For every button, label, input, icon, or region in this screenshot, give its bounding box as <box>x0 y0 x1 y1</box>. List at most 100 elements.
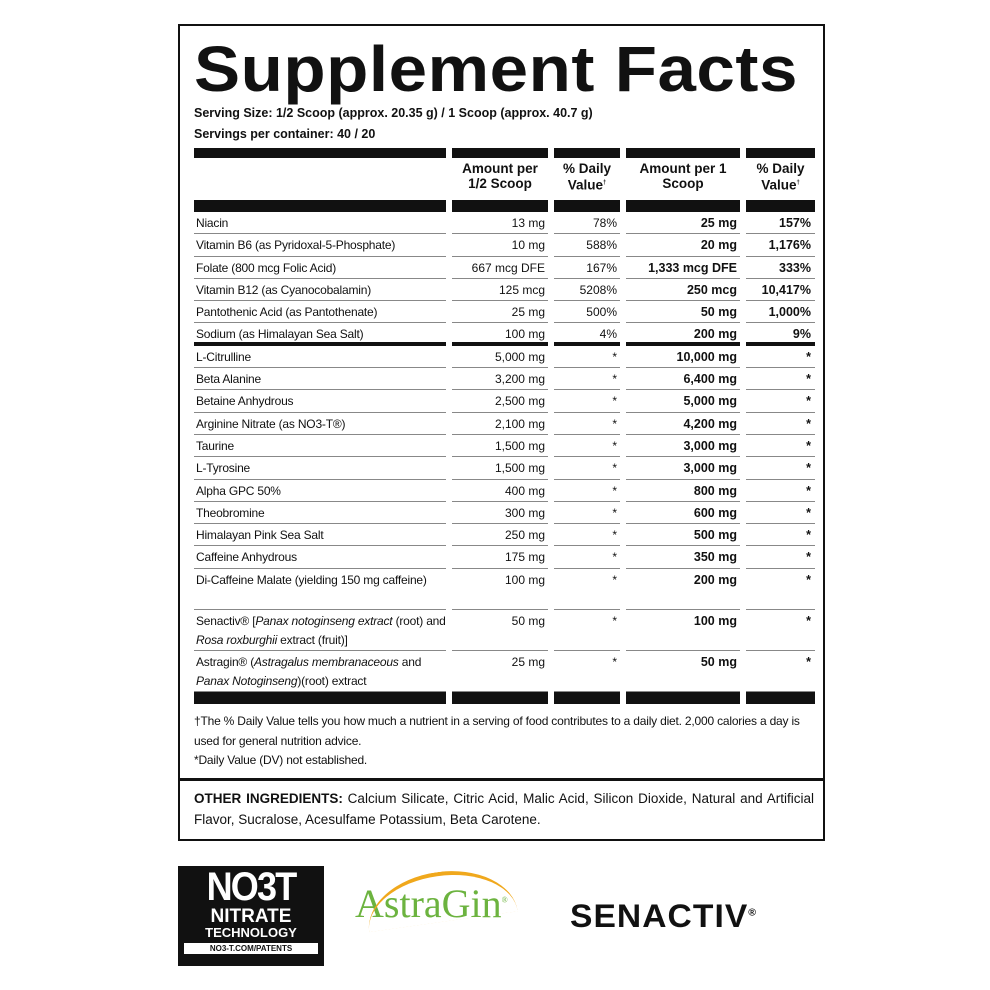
dv-full: * <box>746 546 815 569</box>
dv-full: 1,000% <box>746 301 815 324</box>
dv-full: * <box>746 368 815 391</box>
nutrient-name: Sodium (as Himalayan Sea Salt) <box>194 323 446 346</box>
table-row: Theobromine 300 mg * 600 mg * <box>194 502 815 525</box>
amount-half: 3,200 mg <box>452 368 548 391</box>
footnote-dv: †The % Daily Value tells you how much a … <box>194 714 800 748</box>
dv-full: 333% <box>746 257 815 279</box>
nutrient-name: Alpha GPC 50% <box>194 480 446 502</box>
nutrient-name: Caffeine Anhydrous <box>194 546 446 569</box>
table-header: Amount per 1/2 Scoop % Daily Value† Amou… <box>194 158 811 200</box>
amount-full: 6,400 mg <box>626 368 740 391</box>
amount-full: 3,000 mg <box>626 457 740 480</box>
nutrient-name: Taurine <box>194 435 446 458</box>
nutrient-name: Folate (800 mcg Folic Acid) <box>194 257 446 279</box>
nutrient-name: Betaine Anhydrous <box>194 390 446 413</box>
panel-title: Supplement Facts <box>194 33 798 105</box>
dv-half: 167% <box>554 257 620 279</box>
table-row: L-Citrulline 5,000 mg * 10,000 mg * <box>194 346 815 369</box>
header-dv-half: % Daily Value† <box>562 161 612 193</box>
table-row: Betaine Anhydrous 2,500 mg * 5,000 mg * <box>194 390 815 413</box>
serving-size: Serving Size: 1/2 Scoop (approx. 20.35 g… <box>194 106 593 120</box>
dv-half: * <box>554 569 620 610</box>
amount-half: 175 mg <box>452 546 548 569</box>
amount-half: 5,000 mg <box>452 346 548 369</box>
dv-half: * <box>554 390 620 413</box>
amount-full: 10,000 mg <box>626 346 740 369</box>
amount-full: 25 mg <box>626 212 740 235</box>
dv-half: 4% <box>554 323 620 346</box>
table-row: Caffeine Anhydrous 175 mg * 350 mg * <box>194 546 815 569</box>
nutrient-name: Niacin <box>194 212 446 235</box>
dv-full: 1,176% <box>746 234 815 257</box>
dv-half: * <box>554 651 620 692</box>
amount-half: 400 mg <box>452 480 548 502</box>
dv-half: * <box>554 346 620 369</box>
table-row: Alpha GPC 50% 400 mg * 800 mg * <box>194 480 815 502</box>
dv-half: * <box>554 457 620 480</box>
divider <box>180 778 823 781</box>
senactiv-logo: SENACTIV® <box>570 898 758 934</box>
dv-half: 78% <box>554 212 620 235</box>
astragin-logo: AstraGin® <box>355 861 518 933</box>
footnotes: †The % Daily Value tells you how much a … <box>194 712 814 771</box>
amount-full: 600 mg <box>626 502 740 525</box>
amount-full: 250 mcg <box>626 279 740 302</box>
table-row: Pantothenic Acid (as Pantothenate) 25 mg 5… <box>194 301 815 324</box>
nutrient-name: Beta Alanine <box>194 368 446 391</box>
nutrient-name: Arginine Nitrate (as NO3-T®) <box>194 413 446 435</box>
dv-full: * <box>746 569 815 610</box>
nutrient-name: Himalayan Pink Sea Salt <box>194 524 446 547</box>
amount-full: 800 mg <box>626 480 740 502</box>
table-row: Senactiv® [Panax notoginseng extract (ro… <box>194 610 815 651</box>
dv-full: * <box>746 457 815 480</box>
table-row: Vitamin B12 (as Cyanocobalamin) 125 mcg 52… <box>194 279 815 302</box>
amount-half: 2,500 mg <box>452 390 548 413</box>
nutrient-name: L-Tyrosine <box>194 457 446 480</box>
nutrient-name: Di-Caffeine Malate (yielding 150 mg caff… <box>194 569 446 610</box>
nutrient-name: Vitamin B12 (as Cyanocobalamin) <box>194 279 446 302</box>
dv-full: 157% <box>746 212 815 235</box>
divider-bar <box>194 691 815 704</box>
dv-full: * <box>746 346 815 369</box>
header-amount-full: Amount per 1 Scoop <box>639 161 727 191</box>
amount-half: 300 mg <box>452 502 548 525</box>
amount-half: 25 mg <box>452 651 548 692</box>
table-row: L-Tyrosine 1,500 mg * 3,000 mg * <box>194 457 815 480</box>
nutrient-name: Theobromine <box>194 502 446 525</box>
no3t-logo: NO3T NITRATE TECHNOLOGY NO3-T.COM/PATENT… <box>178 866 324 966</box>
dv-half: * <box>554 610 620 651</box>
nutrient-name: Vitamin B6 (as Pyridoxal-5-Phosphate) <box>194 234 446 257</box>
dv-full: * <box>746 524 815 547</box>
table-row: Niacin 13 mg 78% 25 mg 157% <box>194 212 815 235</box>
table-row: Himalayan Pink Sea Salt 250 mg * 500 mg * <box>194 524 815 547</box>
other-ingredients: OTHER INGREDIENTS: Calcium Silicate, Cit… <box>194 791 814 827</box>
amount-full: 1,333 mcg DFE <box>626 257 740 279</box>
table-row: Di-Caffeine Malate (yielding 150 mg caff… <box>194 569 815 610</box>
amount-half: 2,100 mg <box>452 413 548 435</box>
amount-half: 100 mg <box>452 569 548 610</box>
dv-full: 10,417% <box>746 279 815 302</box>
table-row: Arginine Nitrate (as NO3-T®) 2,100 mg * 4,2… <box>194 413 815 435</box>
dv-full: * <box>746 610 815 651</box>
amount-full: 500 mg <box>626 524 740 547</box>
table-row: Astragin® (Astragalus membranaceous and … <box>194 651 815 692</box>
dv-half: * <box>554 435 620 458</box>
header-amount-half: Amount per 1/2 Scoop <box>462 161 538 191</box>
nutrient-name: L-Citrulline <box>194 346 446 369</box>
dv-half: 588% <box>554 234 620 257</box>
amount-half: 25 mg <box>452 301 548 324</box>
amount-full: 4,200 mg <box>626 413 740 435</box>
dv-half: 5208% <box>554 279 620 302</box>
dv-half: * <box>554 368 620 391</box>
dv-half: * <box>554 546 620 569</box>
amount-half: 50 mg <box>452 610 548 651</box>
supplement-facts-panel: Supplement Facts Serving Size: 1/2 Scoop… <box>178 24 825 841</box>
amount-full: 350 mg <box>626 546 740 569</box>
divider-bar <box>194 148 815 158</box>
dv-full: * <box>746 413 815 435</box>
dv-full: * <box>746 435 815 458</box>
table-row: Taurine 1,500 mg * 3,000 mg * <box>194 435 815 458</box>
footnote-not-established: *Daily Value (DV) not established. <box>194 753 368 767</box>
amount-full: 100 mg <box>626 610 740 651</box>
amount-half: 125 mcg <box>452 279 548 302</box>
